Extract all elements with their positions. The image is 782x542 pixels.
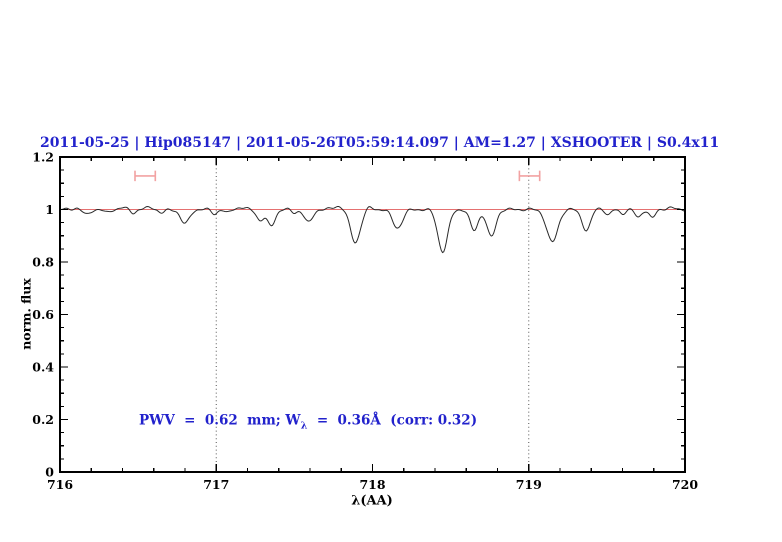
- y-tick-label: 0.8: [32, 255, 54, 270]
- x-tick-label: 720: [672, 477, 698, 492]
- y-tick-label: 0.2: [32, 412, 54, 427]
- pwv-annotation: PWV = 0.62 mm; Wλ = 0.36Å (corr: 0.32): [139, 413, 477, 432]
- plot-title: 2011-05-25 | Hip085147 | 2011-05-26T05:5…: [40, 135, 720, 151]
- y-tick-label: 0: [45, 465, 54, 480]
- dotted-gridlines: [215, 157, 530, 472]
- y-tick-label: 1.2: [32, 150, 54, 165]
- axis-ticks: [59, 156, 686, 473]
- y-tick-label: 0.6: [32, 307, 54, 322]
- x-tick-label: 716: [47, 477, 73, 492]
- range-marker: [518, 170, 541, 182]
- spectrum-line: [60, 205, 685, 254]
- x-tick-label: 719: [516, 477, 542, 492]
- pwv-annotation-post: = 0.36Å (corr: 0.32): [307, 412, 478, 429]
- y-tick-label: 0.4: [32, 360, 54, 375]
- lambda-subscript: λ: [300, 420, 308, 432]
- y-tick-label: 1: [45, 202, 54, 217]
- range-marker: [134, 170, 157, 182]
- x-axis-label: λ(AA): [351, 493, 393, 509]
- x-tick-label: 718: [359, 477, 385, 492]
- pwv-annotation-pre: PWV = 0.62 mm; W: [139, 412, 301, 429]
- y-axis-label: norm. flux: [18, 278, 34, 350]
- x-tick-label: 717: [203, 477, 229, 492]
